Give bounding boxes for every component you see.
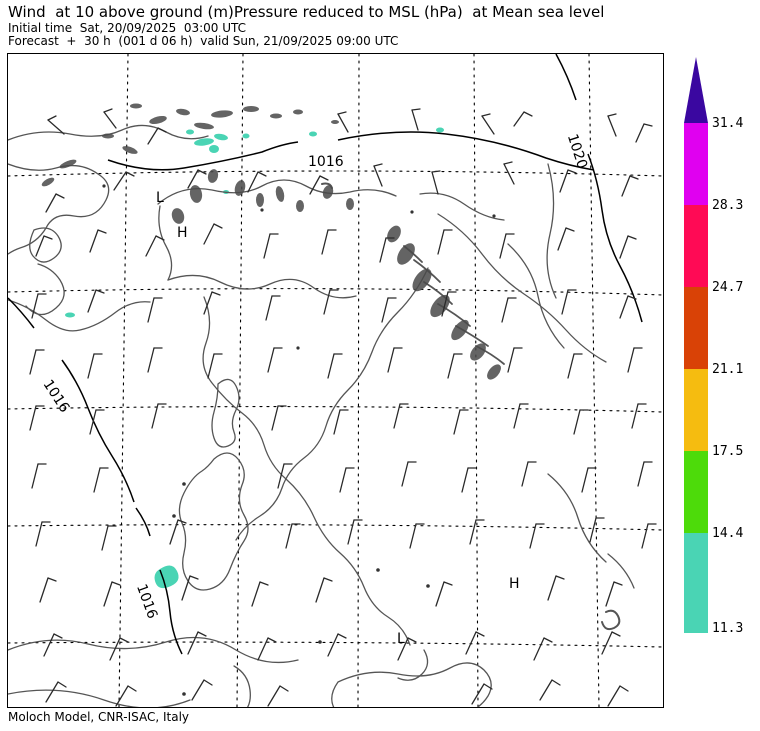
header: Wind at 10 above ground (m)Pressure redu… — [0, 0, 760, 52]
colorbar-segment-pink — [684, 205, 708, 287]
colorbar-tick-24-7: 24.7 — [712, 280, 744, 295]
colorbar — [684, 57, 708, 635]
forecast-validity-label: Forecast + 30 h (001 d 06 h) valid Sun, … — [8, 34, 399, 48]
colorbar-tick-17-5: 17.5 — [712, 444, 744, 459]
colorbar-tick-11-3: 11.3 — [712, 621, 744, 636]
colorbar-tick-31-4: 31.4 — [712, 116, 744, 131]
colorbar-segment-yellow — [684, 369, 708, 451]
wind-barbs — [29, 108, 657, 707]
map-panel: 1016 1020 1016 1016 L H H L — [7, 53, 664, 708]
graticule — [8, 54, 663, 707]
isobars — [8, 54, 643, 655]
colorbar-segment-magenta — [684, 123, 708, 205]
initial-time-label: Initial time Sat, 20/09/2025 03:00 UTC — [8, 21, 247, 35]
colorbar-tick-28-3: 28.3 — [712, 198, 744, 213]
terrain-shading — [41, 103, 501, 380]
colorbar-segment-orange — [684, 287, 708, 369]
colorbar-segment-teal — [684, 533, 708, 633]
model-credit: Moloch Model, CNR-ISAC, Italy — [8, 710, 190, 724]
station-dots — [102, 184, 496, 696]
page-title: Wind at 10 above ground (m)Pressure redu… — [8, 3, 605, 21]
pressure-center-low-alps: L — [156, 190, 164, 206]
isobar-label-1016-north: 1016 — [308, 154, 344, 170]
pressure-center-high-ionian: H — [509, 576, 520, 592]
weather-map — [8, 54, 663, 707]
colorbar-tick-14-4: 14.4 — [712, 526, 744, 541]
pressure-center-low-sicily: L — [397, 631, 405, 647]
colorbar-tick-labels: 31.4 28.3 24.7 21.1 17.5 14.4 11.3 — [712, 57, 760, 657]
colorbar-arrow-cap — [684, 57, 708, 123]
colorbar-segment-green — [684, 451, 708, 533]
coastlines — [8, 124, 635, 707]
pressure-center-high-povalley: H — [177, 225, 188, 241]
colorbar-tick-21-1: 21.1 — [712, 362, 744, 377]
